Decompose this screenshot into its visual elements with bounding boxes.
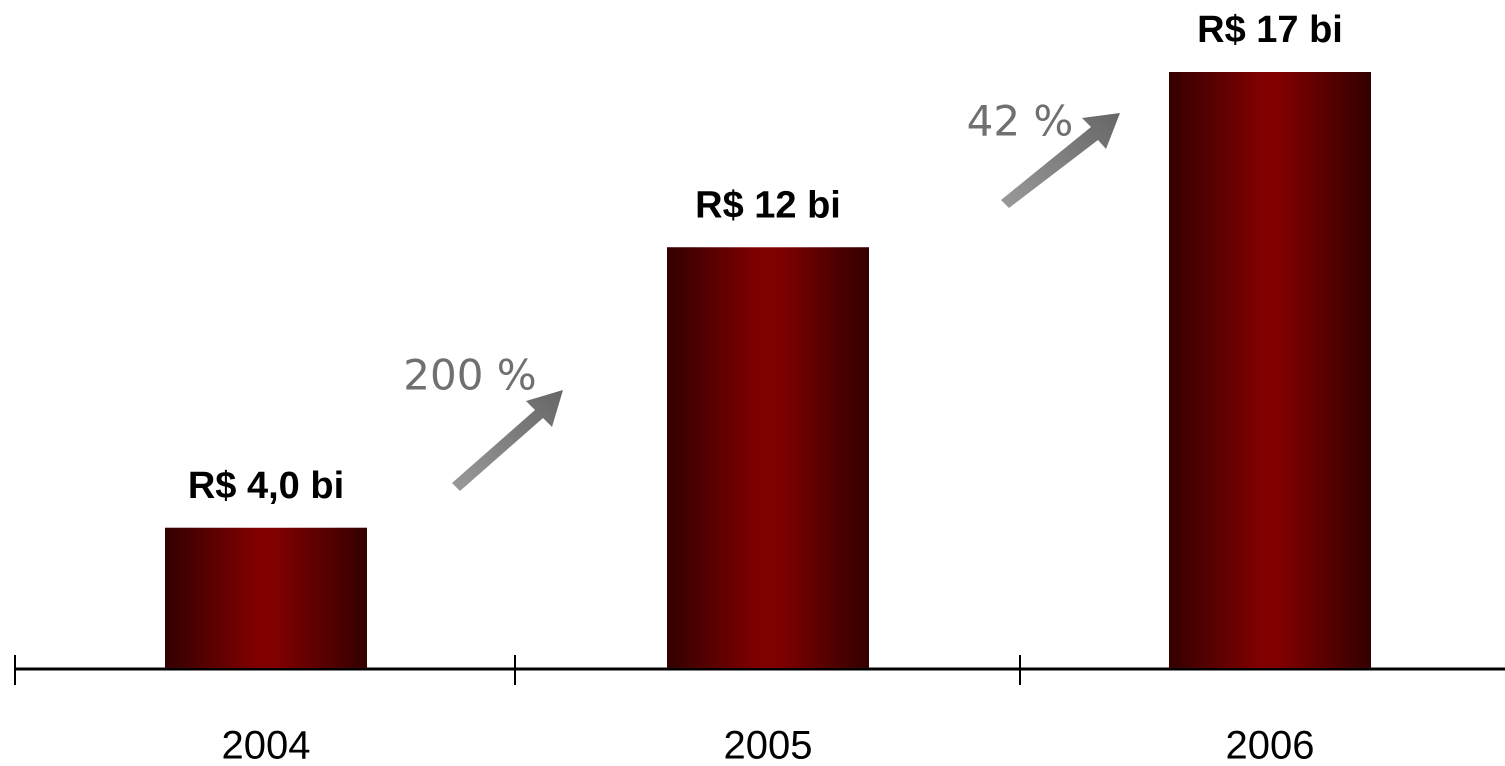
- x-tick-label: 2004: [222, 724, 311, 766]
- x-tick-label: 2006: [1226, 724, 1315, 766]
- arrow: [1001, 113, 1120, 208]
- value-label: R$ 4,0 bi: [188, 465, 344, 507]
- bar-shade: [1169, 72, 1371, 668]
- x-tick-label: 2005: [724, 724, 813, 766]
- growth-annotation: 42 %: [967, 97, 1074, 146]
- value-label: R$ 12 bi: [695, 184, 841, 226]
- arrow: [452, 390, 563, 491]
- growth-annotation: 200 %: [403, 351, 536, 400]
- value-label: R$ 17 bi: [1197, 9, 1343, 51]
- bar-shade: [165, 527, 367, 668]
- bar-shade: [667, 247, 869, 668]
